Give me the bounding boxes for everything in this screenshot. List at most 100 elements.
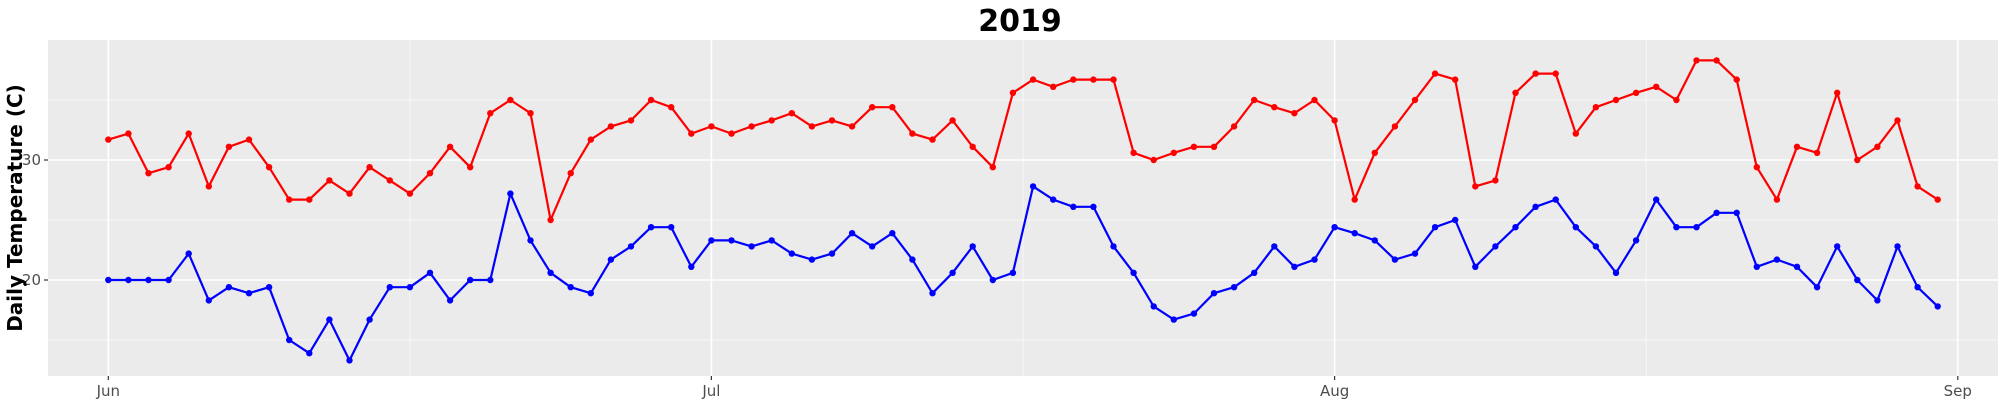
- data-point: [1793, 143, 1801, 150]
- x-tick-label: Jul: [701, 382, 720, 400]
- data-point: [1713, 209, 1720, 216]
- data-point: [869, 243, 876, 250]
- data-point: [808, 256, 816, 263]
- series-1: [105, 57, 1941, 224]
- data-point: [145, 170, 152, 177]
- data-point: [1492, 243, 1499, 250]
- data-point: [688, 130, 695, 137]
- data-point: [1009, 269, 1017, 276]
- data-point: [647, 224, 655, 231]
- data-point: [346, 190, 353, 197]
- data-point: [1190, 143, 1198, 150]
- data-point: [1431, 224, 1439, 231]
- data-point: [185, 130, 192, 137]
- data-point: [1914, 284, 1921, 291]
- data-point: [869, 104, 876, 111]
- data-point: [185, 250, 192, 257]
- data-point: [386, 284, 393, 291]
- data-point: [1029, 183, 1037, 190]
- data-point: [989, 276, 996, 284]
- data-point: [668, 104, 675, 111]
- data-point: [265, 284, 273, 291]
- data-point: [326, 316, 333, 323]
- data-point: [768, 237, 775, 244]
- data-point: [1854, 276, 1861, 284]
- data-point: [788, 110, 795, 117]
- data-point: [1813, 149, 1821, 156]
- data-point: [929, 136, 936, 143]
- data-point: [1210, 143, 1218, 150]
- data-point: [105, 276, 112, 284]
- data-point: [768, 117, 775, 124]
- data-point: [1532, 203, 1539, 210]
- data-point: [1110, 243, 1117, 250]
- data-point: [1492, 177, 1499, 184]
- data-point: [507, 96, 514, 104]
- data-point: [1311, 256, 1318, 263]
- data-point: [547, 269, 554, 276]
- data-point: [165, 164, 172, 171]
- data-point: [467, 276, 474, 284]
- data-point: [1934, 196, 1941, 203]
- data-point: [1733, 76, 1740, 83]
- x-tick-label: Sep: [1944, 382, 1972, 400]
- data-point: [1512, 89, 1519, 97]
- data-point: [949, 117, 956, 124]
- data-point: [245, 136, 253, 143]
- data-point: [527, 110, 534, 117]
- data-point: [1572, 130, 1580, 137]
- data-point: [1050, 196, 1057, 203]
- data-point: [547, 216, 554, 224]
- data-point: [1170, 149, 1178, 156]
- data-point: [1934, 303, 1941, 310]
- data-point: [889, 104, 896, 111]
- data-point: [1090, 203, 1097, 210]
- data-point: [889, 230, 896, 237]
- data-point: [1894, 243, 1901, 250]
- data-point: [165, 276, 172, 284]
- data-point: [1291, 110, 1298, 117]
- data-point: [989, 164, 996, 171]
- data-point: [105, 136, 112, 143]
- data-point: [1874, 297, 1881, 304]
- data-point: [507, 190, 514, 197]
- data-point: [306, 350, 313, 357]
- data-point: [1371, 149, 1379, 156]
- data-point: [1512, 224, 1519, 231]
- data-point: [1170, 316, 1178, 323]
- data-point: [1552, 70, 1559, 77]
- series-line: [107, 59, 1939, 222]
- data-point: [265, 164, 273, 171]
- data-point: [748, 243, 755, 250]
- grid-lines: [48, 40, 1998, 376]
- data-point: [1130, 149, 1137, 156]
- axes: 20 30 Jun Jul Aug Sep: [22, 151, 1972, 400]
- data-point: [366, 164, 373, 171]
- data-point: [929, 290, 936, 297]
- data-point: [1331, 224, 1338, 231]
- y-tick-label: 20: [22, 271, 41, 289]
- data-point: [1411, 96, 1419, 104]
- data-point: [788, 250, 795, 257]
- data-point: [567, 284, 574, 291]
- series-2: [105, 183, 1941, 364]
- data-point: [1854, 156, 1861, 164]
- data-point: [1311, 96, 1318, 104]
- data-point: [1331, 117, 1338, 124]
- data-point: [1130, 269, 1137, 276]
- data-point: [1271, 104, 1278, 111]
- data-point: [1632, 89, 1640, 97]
- data-point: [1050, 83, 1057, 91]
- data-point: [1914, 183, 1921, 190]
- data-point: [487, 276, 494, 284]
- data-point: [647, 96, 655, 104]
- data-point: [607, 123, 615, 130]
- data-point: [1251, 96, 1258, 104]
- data-point: [627, 243, 635, 250]
- data-point: [1452, 76, 1459, 83]
- data-point: [467, 164, 474, 171]
- data-point: [1733, 209, 1740, 216]
- x-tick-label: Aug: [1320, 382, 1349, 400]
- data-point: [688, 263, 695, 270]
